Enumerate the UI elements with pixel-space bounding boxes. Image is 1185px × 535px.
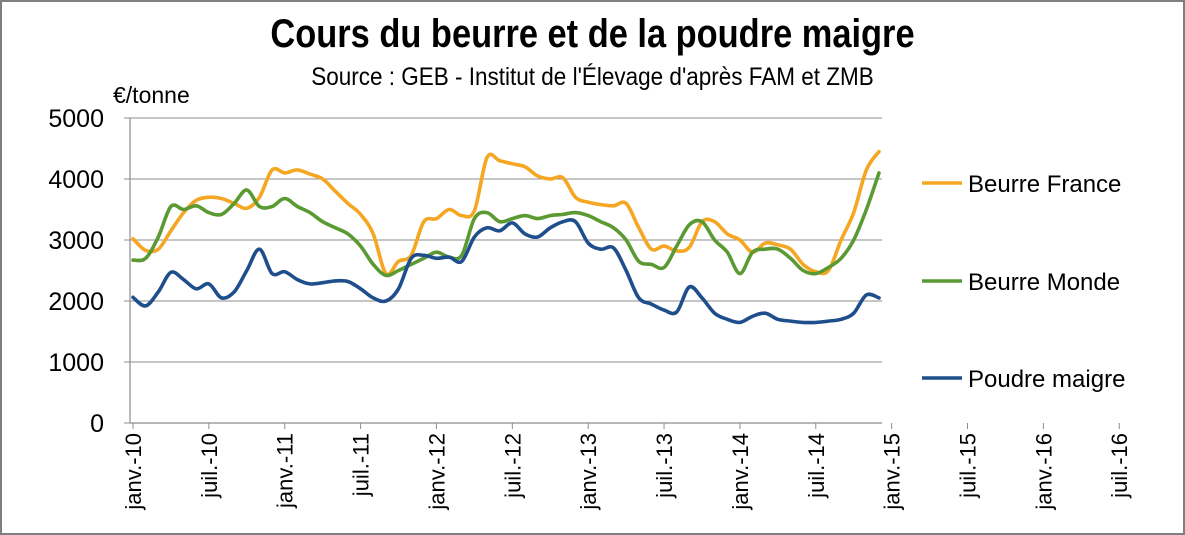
x-tick-label: juil.-10 (197, 433, 222, 499)
series-lines (131, 149, 881, 325)
legend-label-beurre-france: Beurre France (968, 171, 1121, 198)
x-tick-label: juil.-12 (500, 433, 525, 499)
y-tick-label: 5000 (48, 105, 104, 133)
chart-subtitle: Source : GEB - Institut de l'Élevage d'a… (311, 63, 874, 91)
y-axis-label: €/tonne (113, 82, 190, 108)
y-tick-label: 0 (90, 410, 104, 438)
x-tick-label: janv.-16 (1031, 433, 1056, 511)
x-axis: janv.-10 juil.-10 janv.-11 juil.-11 janv.-12… (121, 118, 1132, 511)
y-axis-ticks: 0 1000 2000 3000 4000 5000 (48, 105, 130, 438)
y-tick-label: 3000 (48, 227, 104, 255)
series-line-poudre-maigre (131, 218, 881, 325)
x-tick-label: juil.-14 (804, 433, 829, 499)
gridlines (130, 117, 882, 363)
series-line-beurre-france (131, 149, 881, 277)
y-tick-label: 1000 (48, 349, 104, 377)
x-tick-label: juil.-15 (956, 433, 981, 499)
x-tick-label: janv.-11 (273, 433, 298, 509)
y-tick-label: 2000 (48, 288, 104, 316)
x-tick-label: janv.-13 (576, 433, 601, 511)
x-tick-label: janv.-15 (880, 433, 905, 511)
chart-title: Cours du beurre et de la poudre maigre (270, 12, 915, 56)
legend-label-poudre-maigre: Poudre maigre (968, 366, 1125, 393)
series-line-beurre-monde (131, 171, 881, 278)
x-tick-label: juil.-13 (652, 433, 677, 499)
x-tick-label: janv.-12 (424, 433, 449, 511)
x-tick-label: juil.-11 (349, 433, 374, 497)
y-tick-label: 4000 (48, 166, 104, 194)
legend-label-beurre-monde: Beurre Monde (968, 269, 1120, 296)
x-tick-label: janv.-10 (121, 433, 146, 511)
x-tick-label: janv.-14 (728, 433, 753, 511)
legend: Beurre France Beurre Monde Poudre maigre (922, 171, 1125, 393)
x-tick-label: juil.-16 (1107, 433, 1132, 499)
